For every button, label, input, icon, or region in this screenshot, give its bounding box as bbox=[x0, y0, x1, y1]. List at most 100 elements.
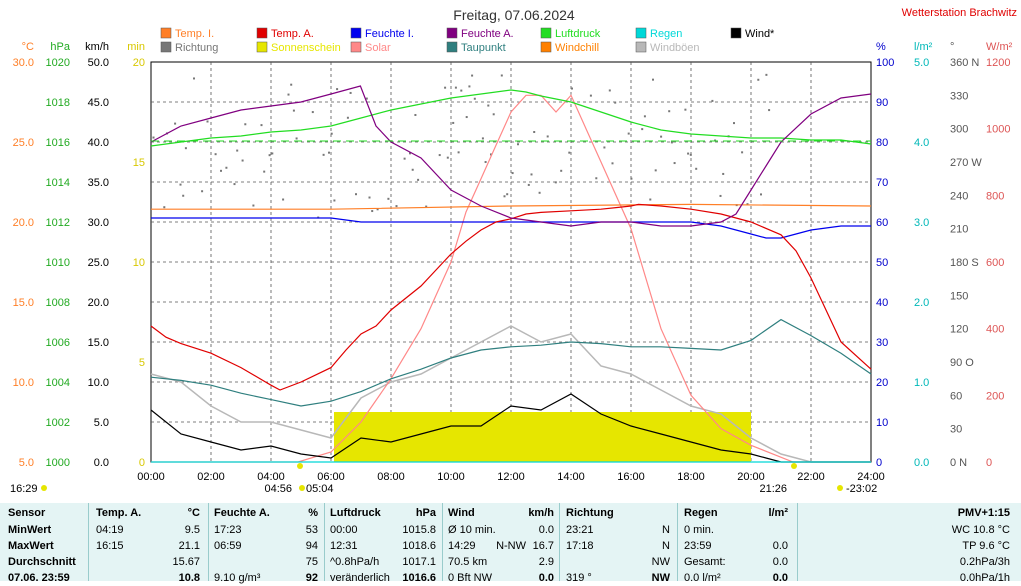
table-cell bbox=[214, 554, 284, 570]
direction-dot bbox=[414, 113, 417, 116]
axis-tick-min: 15 bbox=[133, 157, 145, 169]
table-cell: 21.1 bbox=[178, 540, 200, 552]
direction-dot bbox=[673, 162, 676, 165]
axis-tick-hpa: 1008 bbox=[46, 297, 70, 309]
axis-tick-solar: 400 bbox=[986, 324, 1004, 336]
table-cell: 16.7 bbox=[532, 540, 554, 552]
table-cell: 06:59 bbox=[214, 540, 242, 552]
direction-dot bbox=[649, 198, 652, 201]
table-cell: 94 bbox=[305, 540, 318, 552]
table-cell bbox=[96, 570, 146, 586]
direction-dot bbox=[733, 122, 735, 125]
time-tick: 14:00 bbox=[557, 471, 585, 483]
direction-dot bbox=[241, 159, 244, 162]
table-cell: 10.8 bbox=[178, 572, 200, 584]
direction-dot bbox=[627, 132, 630, 135]
sun-event-sunrise_left: 16:29 bbox=[10, 483, 38, 495]
direction-dot bbox=[349, 91, 352, 94]
axis-tick-kmh: 20.0 bbox=[88, 297, 109, 309]
table-cell: 0.0 bbox=[538, 572, 554, 584]
axis-tick-dir: 150 bbox=[950, 290, 968, 302]
direction-dot bbox=[643, 115, 646, 118]
direction-dot bbox=[174, 122, 177, 125]
direction-dot bbox=[538, 191, 541, 194]
direction-dot bbox=[571, 87, 573, 90]
axis-unit-temp: °C bbox=[22, 41, 34, 53]
direction-dot bbox=[336, 88, 339, 91]
direction-dot bbox=[376, 208, 379, 211]
direction-dot bbox=[409, 152, 411, 155]
legend-label: Taupunkt bbox=[461, 42, 506, 54]
direction-dot bbox=[163, 206, 166, 209]
sun-event-dusk: -23:02 bbox=[846, 483, 877, 495]
axis-tick-kmh: 45.0 bbox=[88, 97, 109, 109]
direction-dot bbox=[411, 168, 414, 171]
table-cell: Richtung bbox=[566, 507, 614, 519]
axis-unit-pct: % bbox=[876, 41, 886, 53]
table-cell: ^0.8hPa/h bbox=[330, 556, 380, 568]
table-cell: km/h bbox=[528, 507, 554, 519]
axis-tick-temp: 30.0 bbox=[13, 57, 34, 69]
axis-tick-hpa: 1016 bbox=[46, 137, 70, 149]
axis-tick-solar: 0 bbox=[986, 457, 992, 469]
table-cell: 0.0hPa/1h bbox=[959, 572, 1010, 584]
direction-dot bbox=[741, 151, 744, 154]
legend-swatch bbox=[256, 41, 268, 53]
axis-tick-solar: 800 bbox=[986, 190, 1004, 202]
axis-unit-rain: l/m² bbox=[914, 41, 933, 53]
legend-label: Temp. I. bbox=[175, 28, 214, 40]
table-divider bbox=[208, 503, 209, 581]
table-divider bbox=[677, 503, 678, 581]
table-cell: °C bbox=[187, 507, 200, 519]
axes: °C30.025.020.015.010.05.0hPa102010181016… bbox=[13, 41, 1013, 469]
direction-dot bbox=[719, 194, 722, 197]
table-cell bbox=[566, 554, 626, 570]
axis-unit-dir: ° bbox=[950, 41, 954, 53]
direction-dot bbox=[368, 196, 371, 199]
sun-event-sunrise: 05:04 bbox=[306, 483, 334, 495]
table-cell: 15.67 bbox=[172, 556, 200, 568]
table-cell: 2.9 bbox=[538, 556, 554, 568]
legend-swatch bbox=[160, 27, 172, 39]
direction-dot bbox=[193, 77, 195, 80]
table-cell: 9.10 g/m³ bbox=[214, 572, 261, 584]
direction-dot bbox=[268, 154, 271, 157]
axis-tick-hpa: 1006 bbox=[46, 337, 70, 349]
direction-dot bbox=[511, 172, 514, 175]
direction-dot bbox=[589, 94, 592, 97]
axis-tick-dir: 270 W bbox=[950, 157, 982, 169]
legend-swatch bbox=[635, 41, 647, 53]
axis-tick-kmh: 10.0 bbox=[88, 377, 109, 389]
axis-tick-temp: 10.0 bbox=[13, 377, 34, 389]
direction-dot bbox=[481, 137, 484, 140]
table-cell: % bbox=[308, 507, 318, 519]
sun-marker-icon bbox=[41, 485, 47, 491]
axis-tick-pct: 0 bbox=[876, 457, 882, 469]
legend-label: Feuchte I. bbox=[365, 28, 414, 40]
table-cell: 16:15 bbox=[96, 540, 124, 552]
direction-dot bbox=[214, 153, 217, 156]
legend-swatch bbox=[730, 27, 742, 39]
axis-tick-solar: 1000 bbox=[986, 124, 1010, 136]
direction-dot bbox=[468, 85, 471, 88]
axis-tick-solar: 200 bbox=[986, 390, 1004, 402]
direction-dot bbox=[490, 153, 492, 156]
table-cell: NW bbox=[651, 572, 670, 584]
direction-dot bbox=[438, 154, 441, 157]
axis-tick-dir: 330 bbox=[950, 90, 968, 102]
axis-unit-solar: W/m² bbox=[986, 41, 1013, 53]
direction-dot bbox=[295, 137, 298, 140]
direction-dot bbox=[206, 120, 209, 123]
axis-tick-dir: 210 bbox=[950, 224, 968, 236]
axis-tick-hpa: 1004 bbox=[46, 377, 70, 389]
table-cell: 0.0 bbox=[772, 572, 788, 584]
time-tick: 22:00 bbox=[797, 471, 825, 483]
table-cell: Gesamt: bbox=[684, 556, 726, 568]
stats-table: Sensor Temp. A. °C Feuchte A.% Luftdruck hPa W… bbox=[0, 503, 1021, 584]
direction-dot bbox=[530, 173, 533, 176]
axis-tick-pct: 90 bbox=[876, 97, 888, 109]
direction-dot bbox=[417, 178, 420, 181]
table-cell: MaxWert bbox=[8, 540, 54, 552]
direction-dot bbox=[614, 101, 617, 104]
series-line-temp-i- bbox=[151, 203, 872, 210]
